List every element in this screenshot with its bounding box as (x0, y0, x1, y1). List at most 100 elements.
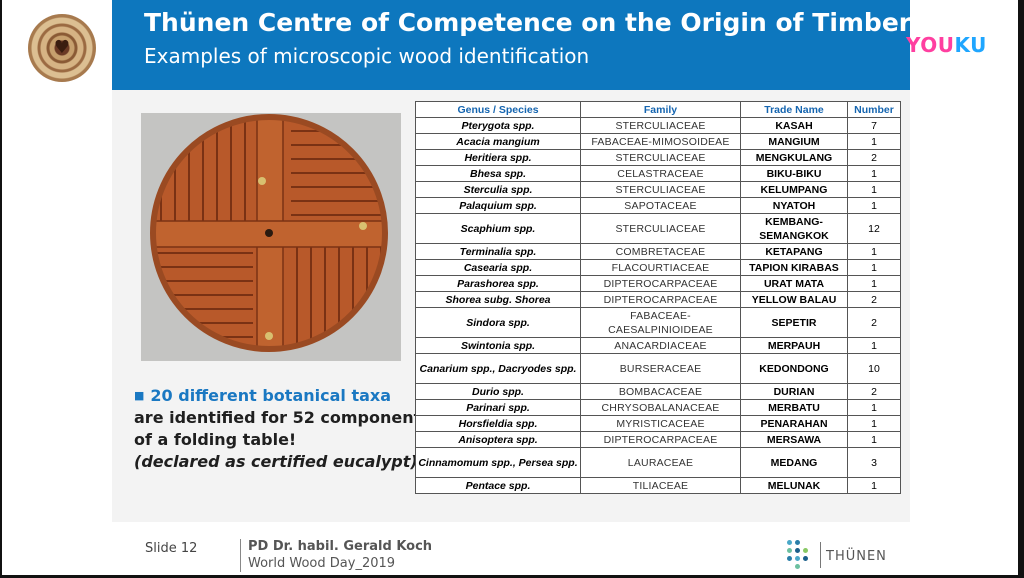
folding-table-photo (141, 113, 401, 361)
bullet-highlight-text: 20 different botanical taxa (150, 386, 392, 405)
cell-trade: MERSAWA (740, 431, 848, 448)
cell-genus: Parashorea spp. (415, 275, 581, 292)
cell-trade: KETAPANG (740, 243, 848, 260)
header-trade-name: Trade Name (740, 101, 848, 118)
cell-trade: KEDONDONG (740, 353, 848, 384)
cell-genus: Pentace spp. (415, 477, 581, 494)
cell-trade: YELLOW BALAU (740, 291, 848, 308)
table-row: Parashorea spp. DIPTEROCARPACEAE URAT MATA… (415, 275, 901, 292)
cell-family: STERCULIACEAE (580, 149, 741, 166)
cell-number: 1 (847, 399, 901, 416)
cell-number: 2 (847, 149, 901, 166)
table-row: Anisoptera spp. DIPTEROCARPACEAE MERSAWA 1 (415, 431, 901, 448)
presenter-name: PD Dr. habil. Gerald Koch (248, 539, 433, 554)
slide-title: Thünen Centre of Competence on the Origi… (144, 8, 912, 37)
cell-genus: Palaquium spp. (415, 197, 581, 214)
slide-number: Slide 12 (145, 541, 198, 556)
table-row: Pterygota spp. STERCULIACEAE KASAH 7 (415, 117, 901, 134)
cell-number: 1 (847, 275, 901, 292)
table-row: Swintonia spp. ANACARDIACEAE MERPAUH 1 (415, 337, 901, 354)
brand-name: THÜNEN (826, 549, 887, 564)
watermark-part-you: YOU (906, 33, 955, 57)
bullet-highlight: ■ 20 different botanical taxa (134, 386, 414, 405)
cell-number: 1 (847, 197, 901, 214)
cell-trade: KASAH (740, 117, 848, 134)
cell-number: 1 (847, 133, 901, 150)
cell-trade: MERBATU (740, 399, 848, 416)
table-row: Heritiera spp. STERCULIACEAE MENGKULANG 2 (415, 149, 901, 166)
taxa-table: Genus / Species Family Trade Name Number… (415, 101, 901, 494)
cell-genus: Bhesa spp. (415, 165, 581, 182)
table-row: Pentace spp. TILIACEAE MELUNAK 1 (415, 477, 901, 494)
table-row: Bhesa spp. CELASTRACEAE BIKU-BIKU 1 (415, 165, 901, 182)
bullet-line-3: of a folding table! (134, 430, 297, 449)
cell-trade: MELUNAK (740, 477, 848, 494)
cell-number: 3 (847, 447, 901, 478)
event-name: World Wood Day_2019 (248, 556, 396, 571)
cell-number: 1 (847, 431, 901, 448)
title-bar: Thünen Centre of Competence on the Origi… (112, 0, 912, 90)
cell-trade: PENARAHAN (740, 415, 848, 432)
cell-family: SAPOTACEAE (580, 197, 741, 214)
bullet-line-2: are identified for 52 components (134, 408, 431, 427)
cell-genus: Horsfieldia spp. (415, 415, 581, 432)
cell-family: STERCULIACEAE (580, 181, 741, 198)
cell-genus: Anisoptera spp. (415, 431, 581, 448)
footer-divider (240, 539, 241, 572)
cell-number: 2 (847, 383, 901, 400)
cell-family: DIPTEROCARPACEAE (580, 431, 741, 448)
cell-family: CHRYSOBALANACEAE (580, 399, 741, 416)
table-row: Terminalia spp. COMBRETACEAE KETAPANG 1 (415, 243, 901, 260)
table-row: Acacia mangium FABACEAE-MIMOSOIDEAE MANGIU… (415, 133, 901, 150)
brand-divider (820, 542, 821, 568)
frame-border-left (0, 0, 2, 578)
cell-number: 1 (847, 415, 901, 432)
table-row: Parinari spp. CHRYSOBALANACEAE MERBATU 1 (415, 399, 901, 416)
cell-trade: KEMBANG-SEMANGKOK (740, 213, 848, 244)
cell-genus: Canarium spp., Dacryodes spp. (415, 353, 581, 384)
cell-trade: SEPETIR (740, 307, 848, 338)
header-family: Family (580, 101, 741, 118)
cell-number: 2 (847, 307, 901, 338)
slide-subtitle: Examples of microscopic wood identificat… (144, 44, 590, 68)
cell-trade: MANGIUM (740, 133, 848, 150)
cell-genus: Pterygota spp. (415, 117, 581, 134)
cell-trade: BIKU-BIKU (740, 165, 848, 182)
cell-number: 12 (847, 213, 901, 244)
cell-genus: Scaphium spp. (415, 213, 581, 244)
frame-border-bottom (0, 575, 1024, 578)
cell-number: 1 (847, 165, 901, 182)
cell-genus: Casearia spp. (415, 259, 581, 276)
cell-genus: Cinnamomum spp., Persea spp. (415, 447, 581, 478)
cell-family: ANACARDIACEAE (580, 337, 741, 354)
cell-trade: MEDANG (740, 447, 848, 478)
cell-trade: URAT MATA (740, 275, 848, 292)
cell-number: 1 (847, 181, 901, 198)
cell-number: 1 (847, 477, 901, 494)
cell-genus: Parinari spp. (415, 399, 581, 416)
table-row: Scaphium spp. STERCULIACEAE KEMBANG-SEMANG… (415, 213, 901, 244)
cell-trade: MENGKULANG (740, 149, 848, 166)
cell-genus: Terminalia spp. (415, 243, 581, 260)
frame-border-right (1018, 0, 1024, 578)
cell-genus: Durio spp. (415, 383, 581, 400)
bullet-line-4: (declared as certified eucalypt) (134, 452, 418, 471)
table-row: Horsfieldia spp. MYRISTICACEAE PENARAHAN 1 (415, 415, 901, 432)
youku-watermark: YOUKU (906, 33, 987, 57)
wood-rings-heart-icon: ♥ (28, 14, 96, 82)
cell-genus: Heritiera spp. (415, 149, 581, 166)
header-number: Number (847, 101, 901, 118)
cell-family: MYRISTICACEAE (580, 415, 741, 432)
cell-number: 1 (847, 243, 901, 260)
cell-number: 7 (847, 117, 901, 134)
table-row: Durio spp. BOMBACACEAE DURIAN 2 (415, 383, 901, 400)
cell-family: DIPTEROCARPACEAE (580, 275, 741, 292)
table-header-row: Genus / Species Family Trade Name Number (415, 101, 901, 118)
cell-genus: Shorea subg. Shorea (415, 291, 581, 308)
table-top-image (141, 113, 401, 361)
table-row: Palaquium spp. SAPOTACEAE NYATOH 1 (415, 197, 901, 214)
cell-number: 10 (847, 353, 901, 384)
cell-trade: TAPION KIRABAS (740, 259, 848, 276)
cell-genus: Sterculia spp. (415, 181, 581, 198)
cell-trade: KELUMPANG (740, 181, 848, 198)
